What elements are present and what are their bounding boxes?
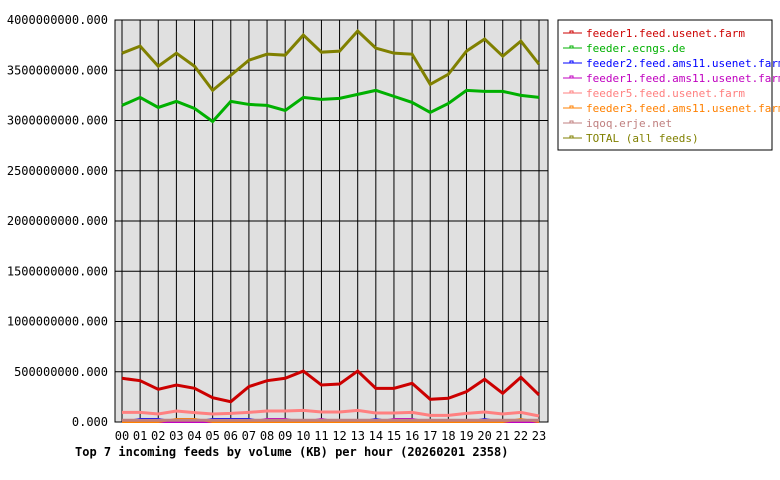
series-line-1 bbox=[121, 88, 540, 124]
legend-marker bbox=[569, 75, 574, 79]
legend-label: feeder5.feed.usenet.farm bbox=[586, 87, 745, 100]
legend-marker bbox=[569, 105, 574, 109]
x-tick-label: 17 bbox=[423, 429, 437, 443]
legend-marker bbox=[569, 120, 574, 124]
x-tick-label: 11 bbox=[314, 429, 328, 443]
legend-item: feeder.ecngs.de bbox=[563, 42, 685, 55]
y-tick-label: 2500000000.000 bbox=[7, 164, 108, 178]
legend-item: feeder1.feed.ams11.usenet.farm bbox=[563, 72, 780, 85]
x-tick-label: 22 bbox=[514, 429, 528, 443]
x-axis-ticks: 00 01 02 03 04 05 06 07 08 09 10 11 12 13 14 15 16 17 18 19… bbox=[115, 429, 546, 443]
legend-label: TOTAL (all feeds) bbox=[586, 132, 699, 145]
y-axis-ticks: 0.000 500000000.000 1000000000.000 15000000… bbox=[7, 13, 108, 429]
x-tick-label: 09 bbox=[278, 429, 292, 443]
y-tick-label: 3500000000.000 bbox=[7, 63, 108, 77]
legend-item: TOTAL (all feeds) bbox=[563, 132, 699, 145]
x-tick-label: 16 bbox=[405, 429, 419, 443]
y-tick-label: 2000000000.000 bbox=[7, 214, 108, 228]
legend-label: feeder.ecngs.de bbox=[586, 42, 685, 55]
legend-label: feeder1.feed.ams11.usenet.farm bbox=[586, 72, 780, 85]
x-tick-label: 10 bbox=[296, 429, 310, 443]
x-tick-label: 00 bbox=[115, 429, 129, 443]
x-tick-label: 05 bbox=[205, 429, 219, 443]
x-tick-label: 20 bbox=[477, 429, 491, 443]
x-tick-label: 02 bbox=[151, 429, 165, 443]
legend-item: iqoq.erje.net bbox=[563, 117, 672, 130]
legend-item: feeder3.feed.ams11.usenet.farm bbox=[563, 102, 780, 115]
legend: feeder1.feed.usenet.farm feeder.ecngs.de f… bbox=[557, 19, 780, 151]
x-tick-label: 08 bbox=[260, 429, 274, 443]
y-tick-label: 4000000000.000 bbox=[7, 13, 108, 27]
x-tick-label: 06 bbox=[224, 429, 238, 443]
legend-marker bbox=[569, 45, 574, 49]
legend-item: feeder5.feed.usenet.farm bbox=[563, 87, 745, 100]
x-tick-label: 14 bbox=[369, 429, 383, 443]
legend-marker bbox=[569, 60, 574, 64]
legend-label: feeder2.feed.ams11.usenet.farm bbox=[586, 57, 780, 70]
legend-item: feeder1.feed.usenet.farm bbox=[563, 27, 745, 40]
gridlines bbox=[115, 20, 548, 422]
legend-label: feeder1.feed.usenet.farm bbox=[586, 27, 745, 40]
y-tick-label: 3000000000.000 bbox=[7, 114, 108, 128]
x-tick-label: 21 bbox=[496, 429, 510, 443]
x-tick-label: 19 bbox=[459, 429, 473, 443]
y-tick-label: 1000000000.000 bbox=[7, 315, 108, 329]
x-tick-label: 04 bbox=[187, 429, 201, 443]
y-tick-label: 0.000 bbox=[72, 415, 108, 429]
legend-item: feeder2.feed.ams11.usenet.farm bbox=[563, 57, 780, 70]
x-tick-label: 18 bbox=[441, 429, 455, 443]
y-tick-label: 500000000.000 bbox=[14, 365, 108, 379]
x-tick-label: 12 bbox=[332, 429, 346, 443]
legend-label: iqoq.erje.net bbox=[586, 117, 672, 130]
series-line-0 bbox=[121, 369, 541, 404]
x-tick-label: 15 bbox=[387, 429, 401, 443]
x-tick-label: 07 bbox=[242, 429, 256, 443]
x-tick-label: 03 bbox=[169, 429, 183, 443]
series-lines bbox=[121, 28, 541, 424]
legend-label: feeder3.feed.ams11.usenet.farm bbox=[586, 102, 780, 115]
x-tick-label: 23 bbox=[532, 429, 546, 443]
x-tick-label: 13 bbox=[350, 429, 364, 443]
series-line-7 bbox=[121, 28, 541, 93]
y-tick-label: 1500000000.000 bbox=[7, 264, 108, 278]
legend-marker bbox=[569, 90, 574, 94]
legend-marker bbox=[569, 135, 574, 139]
series-line-4 bbox=[122, 408, 540, 418]
legend-marker bbox=[569, 30, 574, 34]
chart-title: Top 7 incoming feeds by volume (KB) per … bbox=[75, 445, 508, 459]
x-tick-label: 01 bbox=[133, 429, 147, 443]
